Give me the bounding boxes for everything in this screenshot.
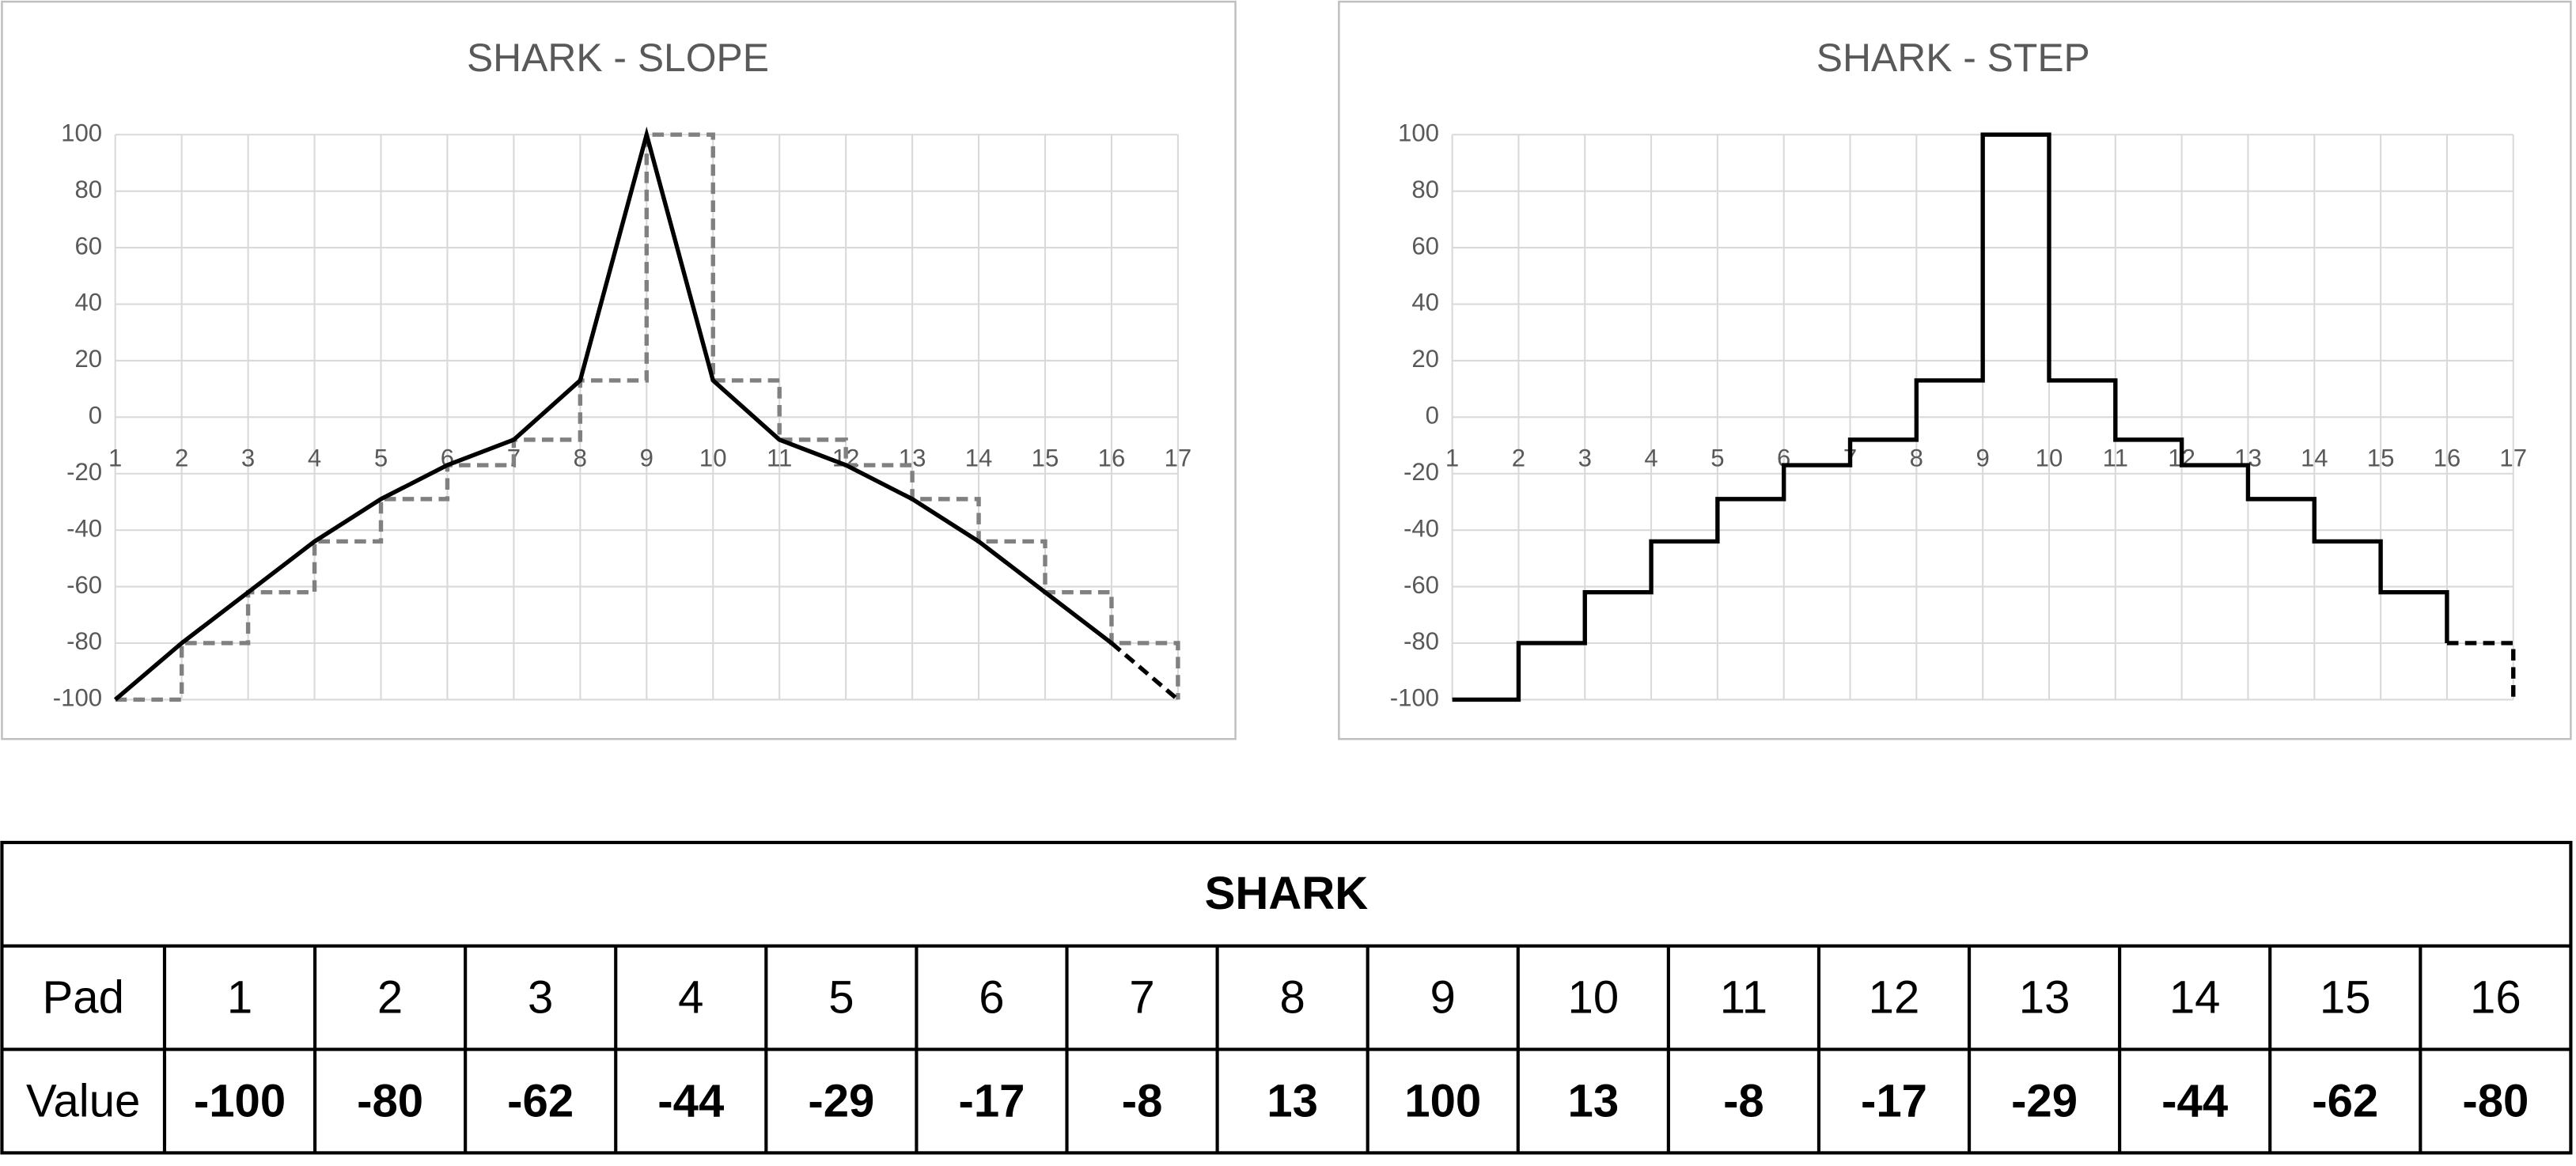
x-tick-label: 4 — [308, 445, 321, 472]
y-tick-label: -40 — [66, 514, 102, 542]
series-line — [113, 126, 1113, 702]
x-tick-label: 3 — [241, 445, 255, 472]
table-cell: 1 — [227, 972, 252, 1024]
x-tick-label: 16 — [2434, 445, 2461, 472]
table-cell: 7 — [1129, 972, 1154, 1024]
chart-title: SHARK - STEP — [1816, 36, 2090, 80]
x-tick-label: 4 — [1644, 445, 1657, 472]
y-tick-label: 60 — [1411, 232, 1439, 259]
y-tick-label: -40 — [1404, 514, 1439, 542]
x-tick-label: 11 — [2103, 445, 2128, 472]
x-tick-label: 1 — [1445, 445, 1459, 472]
table-cell: 12 — [1869, 972, 1920, 1024]
chart-frame — [1, 0, 1237, 740]
y-tick-label: 100 — [1398, 119, 1439, 146]
x-tick-label: 14 — [965, 445, 993, 472]
table-cell: -29 — [2011, 1076, 2078, 1127]
y-tick-label: 40 — [1411, 289, 1439, 316]
table-cell: -80 — [357, 1076, 423, 1127]
y-tick-label: -60 — [66, 571, 102, 599]
table-frame — [0, 840, 2573, 1155]
x-tick-label: 2 — [1512, 445, 1525, 472]
x-tick-label: 9 — [640, 445, 653, 472]
table-cell: 16 — [2470, 972, 2521, 1024]
y-tick-label: -100 — [1390, 684, 1439, 712]
table-cell: 10 — [1568, 972, 1619, 1024]
x-tick-label: 15 — [1032, 445, 1059, 472]
x-tick-label: 14 — [2301, 445, 2328, 472]
table-cell: -62 — [507, 1076, 574, 1127]
x-tick-label: 15 — [2367, 445, 2395, 472]
y-tick-label: -60 — [1404, 571, 1439, 599]
x-tick-label: 8 — [574, 445, 587, 472]
y-tick-label: -100 — [53, 684, 102, 712]
x-tick-label: 5 — [1710, 445, 1724, 472]
table-cell: -8 — [1723, 1076, 1764, 1127]
table-cell: 9 — [1430, 972, 1456, 1024]
series-line — [1452, 132, 2449, 702]
x-tick-label: 11 — [767, 445, 792, 472]
x-tick-label: 1 — [108, 445, 122, 472]
table-cell: -44 — [2161, 1076, 2228, 1127]
y-tick-label: 0 — [1426, 402, 1439, 430]
y-tick-label: 80 — [1411, 176, 1439, 203]
table-cell: 4 — [678, 972, 703, 1024]
y-tick-label: 40 — [74, 289, 102, 316]
table-title: SHARK — [1205, 868, 1369, 919]
table-cell: -8 — [1122, 1076, 1163, 1127]
x-tick-label: 17 — [2499, 445, 2527, 472]
table-cell: -17 — [958, 1076, 1025, 1127]
chart-title: SHARK - SLOPE — [467, 36, 769, 80]
y-tick-label: 80 — [74, 176, 102, 203]
y-tick-label: 20 — [1411, 345, 1439, 373]
table-cell: -80 — [2462, 1076, 2529, 1127]
x-tick-label: 8 — [1910, 445, 1923, 472]
x-tick-label: 17 — [1165, 445, 1192, 472]
table-cell: 3 — [528, 972, 553, 1024]
table-cell: -100 — [194, 1076, 286, 1127]
table-cell: 13 — [2019, 972, 2070, 1024]
table-cell: -29 — [808, 1076, 874, 1127]
table-cell: 5 — [828, 972, 854, 1024]
table-cell: 100 — [1404, 1076, 1481, 1127]
series-line — [2446, 641, 2516, 700]
y-tick-label: 20 — [74, 345, 102, 373]
x-tick-label: 5 — [374, 445, 388, 472]
y-tick-label: 100 — [61, 119, 102, 146]
table-cell: Value — [26, 1076, 140, 1127]
table-cell: 13 — [1267, 1076, 1318, 1127]
table-cell: 15 — [2320, 972, 2371, 1024]
x-tick-label: 3 — [1578, 445, 1592, 472]
table-cell: 2 — [377, 972, 403, 1024]
y-tick-label: -80 — [66, 627, 102, 655]
y-tick-label: -80 — [1404, 627, 1439, 655]
x-tick-label: 13 — [899, 445, 926, 472]
x-tick-label: 2 — [175, 445, 188, 472]
x-tick-label: 16 — [1098, 445, 1126, 472]
table-cell: -62 — [2312, 1076, 2378, 1127]
x-tick-label: 10 — [699, 445, 727, 472]
table-cell: -17 — [1861, 1076, 1927, 1127]
chart-frame — [1338, 0, 2572, 740]
y-tick-label: -20 — [66, 458, 102, 486]
series-line — [1110, 641, 1180, 702]
table-cell: Pad — [43, 972, 124, 1024]
x-tick-label: 9 — [1976, 445, 1990, 472]
series-line — [115, 132, 1180, 702]
table-cell: -44 — [657, 1076, 724, 1127]
table-cell: 14 — [2169, 972, 2221, 1024]
table-cell: 13 — [1568, 1076, 1619, 1127]
table-cell: 8 — [1279, 972, 1305, 1024]
x-tick-label: 10 — [2036, 445, 2063, 472]
y-tick-label: 0 — [89, 402, 102, 430]
y-tick-label: -20 — [1404, 458, 1439, 486]
table-cell: 11 — [1720, 972, 1767, 1024]
table-cell: 6 — [979, 972, 1004, 1024]
y-tick-label: 60 — [74, 232, 102, 259]
